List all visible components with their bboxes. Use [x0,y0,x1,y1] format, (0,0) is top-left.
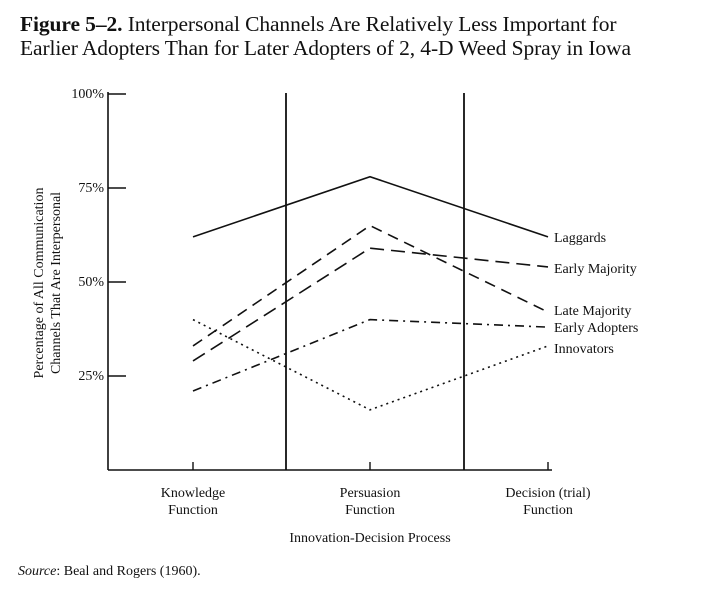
figure-title: Figure 5–2. Interpersonal Channels Are R… [20,12,700,60]
series-line-late-majority [192,224,549,347]
y-axis-title-line1: Percentage of All Communication [32,188,47,379]
y-tick-label: 75% [78,181,104,196]
x-tick-label: Knowledge [161,486,226,501]
figure-title-line2: Earlier Adopters Than for Later Adopters… [20,36,631,60]
y-tick-label: 50% [78,275,104,290]
y-tick-label: 100% [71,87,104,102]
x-tick-label: Function [168,503,218,518]
series-line-innovators [192,318,549,411]
x-tick-label: Function [523,503,573,518]
source-note: Source: Beal and Rogers (1960). [18,564,201,580]
series-label-laggards: Laggards [554,231,606,246]
y-axis-title-line2: Channels That Are Interpersonal [49,192,64,374]
x-axis-title: Innovation-Decision Process [289,531,450,546]
source-text: : Beal and Rogers (1960). [56,564,201,579]
series-line-early-majority [192,247,549,362]
x-tick-label: Decision (trial) [505,486,590,501]
series-label-early-adopters: Early Adopters [554,321,638,336]
series-label-early-majority: Early Majority [554,262,637,277]
series-line-laggards [192,175,549,238]
series-label-late-majority: Late Majority [554,304,631,319]
series-line-early-adopters [192,318,549,392]
x-tick-label: Function [345,503,395,518]
source-label: Source [18,564,57,579]
figure-title-line1: Interpersonal Channels Are Relatively Le… [127,12,617,36]
series-label-innovators: Innovators [554,342,614,357]
figure-number: Figure 5–2. [20,12,123,36]
x-tick-label: Persuasion [340,486,401,501]
y-tick-label: 25% [78,369,104,384]
